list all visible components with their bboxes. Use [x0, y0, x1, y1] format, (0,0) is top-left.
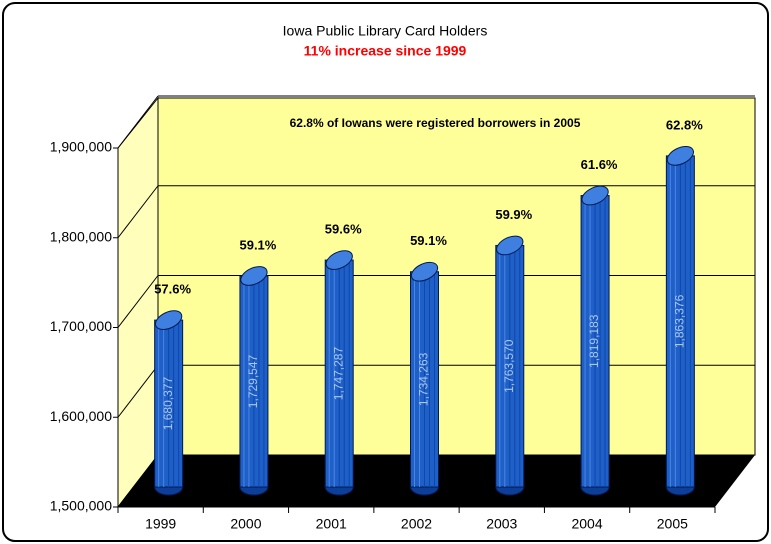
- grid-line: [117, 454, 159, 508]
- x-tick-label: 2005: [657, 516, 688, 532]
- chart-title: Iowa Public Library Card Holders: [283, 23, 488, 39]
- value-label: 1,763,570: [502, 339, 516, 393]
- x-tick-label: 2001: [316, 516, 347, 532]
- percent-label: 57.6%: [154, 282, 191, 297]
- bar-top: [240, 266, 268, 286]
- percent-label: 59.1%: [239, 237, 276, 252]
- value-label: 1,734,263: [417, 352, 431, 406]
- x-tick-label: 2004: [571, 516, 602, 532]
- chart-subtitle: 11% increase since 1999: [304, 43, 467, 59]
- percent-label: 59.6%: [325, 221, 362, 236]
- value-label: 1,863,376: [673, 294, 687, 348]
- bar: 1,729,547: [239, 266, 269, 496]
- x-tick-label: 2000: [230, 516, 261, 532]
- bar: 1,863,376: [665, 146, 695, 496]
- value-label: 1,729,547: [246, 354, 260, 408]
- bar-top: [325, 250, 353, 270]
- bar-top: [666, 146, 694, 166]
- bar: 1,680,377: [154, 310, 184, 496]
- y-tick-label: 1,900,000: [50, 139, 112, 155]
- value-label: 1,819,183: [587, 314, 601, 368]
- bar: 1,734,263: [410, 261, 439, 496]
- bar-top: [581, 185, 609, 206]
- percent-label: 59.9%: [495, 207, 532, 222]
- value-label: 1,747,287: [331, 347, 345, 401]
- percent-label: 59.1%: [410, 233, 447, 248]
- y-tick-label: 1,500,000: [50, 498, 112, 514]
- value-label: 1,680,377: [161, 377, 175, 431]
- grid-line: [117, 95, 159, 149]
- side-wall: [117, 96, 159, 509]
- percent-label: 62.8%: [666, 117, 703, 132]
- grid-line: [117, 275, 159, 328]
- bar-top: [410, 261, 439, 282]
- bar: 1,819,183: [580, 185, 610, 496]
- grid-line: [117, 364, 159, 418]
- y-tick-label: 1,800,000: [50, 228, 112, 244]
- annotation: 62.8% of Iowans were registered borrower…: [290, 116, 581, 130]
- bar-top: [155, 310, 183, 330]
- bar: 1,763,570: [495, 235, 525, 496]
- y-tick-label: 1,600,000: [50, 408, 112, 424]
- x-tick-label: 2003: [486, 516, 517, 532]
- x-tick-label: 2002: [401, 516, 432, 532]
- percent-label: 61.6%: [581, 157, 618, 172]
- grid-line: [117, 185, 159, 239]
- bar-top: [496, 235, 524, 256]
- y-tick-label: 1,700,000: [50, 318, 112, 334]
- bar: 1,747,287: [324, 250, 354, 496]
- x-tick-label: 1999: [145, 516, 176, 532]
